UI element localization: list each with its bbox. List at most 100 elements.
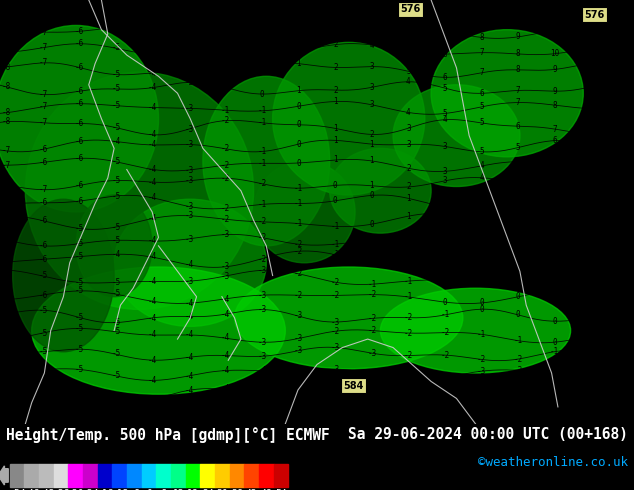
Bar: [53, 464, 68, 487]
Text: 2: 2: [297, 25, 301, 35]
Text: 2: 2: [333, 40, 337, 49]
Text: 10: 10: [586, 59, 596, 68]
Text: -5: -5: [38, 384, 48, 392]
Text: -1: -1: [404, 293, 413, 301]
Text: -4: -4: [148, 140, 157, 149]
Text: 4: 4: [370, 41, 374, 49]
Text: 5: 5: [625, 215, 630, 224]
Text: 0: 0: [443, 275, 447, 284]
Text: -3: -3: [550, 404, 559, 413]
Text: 2: 2: [297, 14, 301, 24]
Text: -7: -7: [38, 90, 48, 99]
Text: 8: 8: [625, 140, 630, 149]
Text: 1: 1: [443, 257, 447, 266]
Text: -2: -2: [623, 385, 632, 393]
Text: 8: 8: [589, 129, 593, 138]
Text: -2: -2: [586, 365, 596, 374]
Text: 0: 0: [625, 327, 630, 337]
Text: -4: -4: [221, 310, 230, 319]
Ellipse shape: [0, 25, 158, 212]
Text: 2: 2: [406, 182, 411, 192]
Text: -7: -7: [38, 10, 48, 19]
Text: -2: -2: [514, 355, 522, 364]
Text: -1: -1: [257, 159, 267, 168]
Text: 0: 0: [515, 292, 521, 301]
Text: -4: -4: [221, 366, 230, 375]
Text: 10: 10: [623, 105, 632, 114]
Text: -4: -4: [184, 410, 194, 419]
Text: 0: 0: [552, 317, 557, 326]
Text: -6: -6: [75, 27, 84, 36]
Text: -1: -1: [257, 106, 267, 116]
Text: 2: 2: [479, 218, 484, 226]
Text: -7: -7: [38, 102, 48, 111]
Text: 576: 576: [585, 10, 605, 20]
Text: 7: 7: [443, 5, 447, 15]
Text: -4: -4: [514, 411, 522, 420]
Text: -7: -7: [2, 161, 11, 170]
Text: -4: -4: [294, 401, 303, 410]
Text: 1: 1: [479, 273, 484, 282]
Text: -2: -2: [331, 278, 340, 287]
Text: 10: 10: [586, 82, 596, 91]
Bar: [245, 464, 259, 487]
Text: -5: -5: [2, 384, 11, 393]
Text: 5: 5: [443, 84, 447, 93]
Text: -5: -5: [112, 349, 120, 358]
Text: -4: -4: [148, 314, 157, 322]
Text: 0: 0: [297, 120, 301, 129]
Text: -5: -5: [112, 408, 120, 417]
Text: 1: 1: [552, 287, 557, 296]
Text: -2: -2: [331, 327, 340, 336]
Text: 7: 7: [625, 157, 630, 166]
Text: -2: -2: [294, 269, 303, 278]
Ellipse shape: [203, 76, 330, 246]
Text: 0: 0: [589, 314, 593, 323]
Text: 1: 1: [370, 140, 374, 148]
Text: -1: -1: [257, 200, 267, 209]
Text: -4: -4: [257, 383, 267, 392]
Text: 6: 6: [589, 177, 593, 187]
Text: -5: -5: [38, 271, 48, 280]
Text: -2: -2: [440, 328, 450, 337]
Text: -6: -6: [75, 63, 84, 72]
Text: -7: -7: [38, 58, 48, 68]
Text: -2: -2: [184, 29, 194, 38]
Text: -2: -2: [367, 290, 377, 299]
Text: 0: 0: [370, 191, 374, 200]
Text: 5: 5: [479, 147, 484, 156]
Text: 5: 5: [443, 109, 447, 118]
Text: 0: 0: [479, 305, 484, 314]
Text: 3: 3: [406, 140, 411, 149]
Text: 3: 3: [370, 83, 374, 92]
Text: -8: -8: [2, 108, 11, 118]
Text: -6: -6: [38, 216, 48, 225]
Text: -6: -6: [75, 3, 84, 13]
Text: -4: -4: [331, 399, 340, 409]
Text: -8: -8: [2, 117, 11, 126]
Text: 3: 3: [479, 203, 484, 212]
Text: -5: -5: [75, 344, 84, 354]
Bar: [98, 464, 112, 487]
Text: -5: -5: [75, 384, 84, 393]
Text: 1: 1: [333, 136, 337, 145]
Text: -2: -2: [477, 355, 486, 364]
Text: -5: -5: [75, 278, 84, 287]
Text: 1: 1: [479, 253, 484, 263]
Text: -1: -1: [294, 199, 303, 208]
Text: 6: 6: [552, 158, 557, 167]
Text: 9: 9: [515, 32, 521, 41]
Text: 5: 5: [515, 157, 521, 166]
Text: -9: -9: [2, 15, 11, 24]
Text: -3: -3: [148, 6, 157, 16]
Text: -2: -2: [184, 69, 194, 78]
Text: -2: -2: [221, 215, 230, 224]
Text: -2: -2: [221, 82, 230, 92]
Text: -1: -1: [367, 258, 377, 268]
Text: 1: 1: [443, 210, 447, 219]
Text: 4: 4: [515, 200, 521, 209]
Text: -7: -7: [2, 258, 11, 267]
Text: -3: -3: [184, 277, 194, 286]
Text: -2: -2: [221, 173, 230, 183]
Text: -1: -1: [623, 348, 632, 357]
